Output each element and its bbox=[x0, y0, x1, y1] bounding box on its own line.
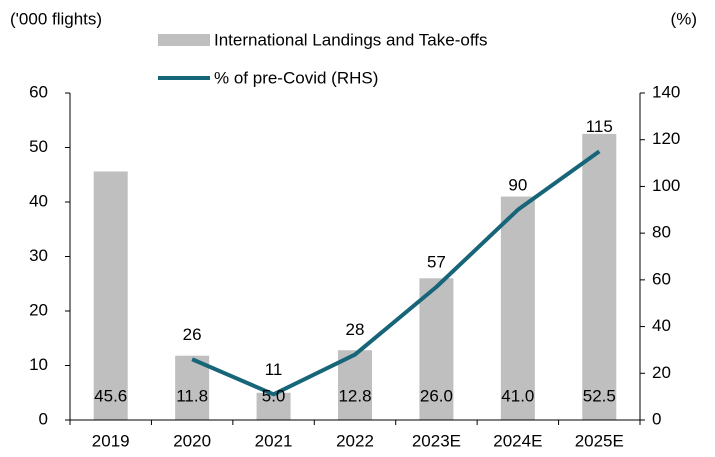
legend-label: International Landings and Take-offs bbox=[214, 30, 487, 49]
y-tick-label: 60 bbox=[29, 82, 48, 101]
line-value-label: 28 bbox=[346, 320, 365, 339]
y2-tick-label: 0 bbox=[652, 409, 661, 428]
y-tick-label: 10 bbox=[29, 355, 48, 374]
line bbox=[191, 149, 601, 397]
y-tick-label: 50 bbox=[29, 137, 48, 156]
legend-label: % of pre-Covid (RHS) bbox=[214, 68, 378, 87]
bar-value-label: 12.8 bbox=[338, 386, 371, 405]
y-tick-label: 20 bbox=[29, 300, 48, 319]
x-tick-label: 2025E bbox=[575, 431, 624, 450]
x-tick-label: 2019 bbox=[92, 431, 130, 450]
bar bbox=[582, 133, 617, 420]
legend-swatch bbox=[158, 34, 210, 46]
y-tick-label: 30 bbox=[29, 246, 48, 265]
bar bbox=[93, 171, 128, 420]
y2-tick-label: 20 bbox=[652, 363, 671, 382]
y-tick-label: 40 bbox=[29, 191, 48, 210]
bar bbox=[256, 392, 291, 420]
line-value-label: 26 bbox=[183, 325, 202, 344]
x-tick-label: 2022 bbox=[336, 431, 374, 450]
y2-tick-label: 120 bbox=[652, 129, 680, 148]
y2-tick-label: 140 bbox=[652, 82, 680, 101]
y2-tick-label: 60 bbox=[652, 269, 671, 288]
x-tick-label: 2024E bbox=[493, 431, 542, 450]
bar-value-label: 52.5 bbox=[583, 386, 616, 405]
line-value-label: 11 bbox=[265, 360, 283, 379]
bar-value-label: 41.0 bbox=[501, 386, 534, 405]
x-tick-label: 2020 bbox=[173, 431, 211, 450]
bar-value-label: 11.8 bbox=[176, 386, 208, 405]
y-tick-label: 0 bbox=[39, 409, 48, 428]
y2-axis-label: (%) bbox=[671, 9, 697, 28]
bar-value-label: 45.6 bbox=[94, 386, 127, 405]
bar bbox=[500, 196, 535, 420]
y2-tick-label: 100 bbox=[652, 176, 680, 195]
y2-tick-label: 80 bbox=[652, 223, 671, 242]
x-tick-label: 2023E bbox=[412, 431, 461, 450]
y2-tick-label: 40 bbox=[652, 316, 671, 335]
x-tick-label: 2021 bbox=[255, 431, 293, 450]
bar-value-label: 26.0 bbox=[420, 386, 453, 405]
bar bbox=[175, 355, 210, 420]
line-value-label: 115 bbox=[586, 117, 613, 136]
bar-value-label: 5.0 bbox=[262, 386, 286, 405]
line-value-label: 57 bbox=[427, 252, 446, 271]
line-value-label: 90 bbox=[508, 175, 527, 194]
bar bbox=[419, 278, 454, 420]
y-axis-label: ('000 flights) bbox=[10, 9, 102, 28]
